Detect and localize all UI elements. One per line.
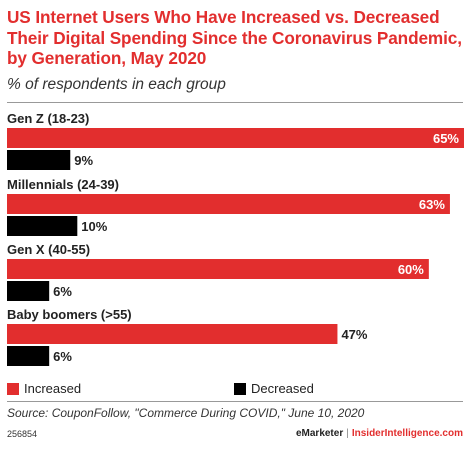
category-label-gen-z-18-23: Gen Z (18-23): [7, 111, 89, 126]
source-note: Source: CouponFollow, "Commerce During C…: [7, 406, 365, 420]
bar-decreased-gen-z-18-23: [7, 150, 71, 170]
bar-increased-millennials-24-39: [7, 194, 450, 214]
legend-swatch-decreased: [234, 383, 246, 395]
legend-swatch-increased: [7, 383, 19, 395]
legend-label-decreased: Decreased: [251, 381, 314, 396]
bar-decreased-baby-boomers-55: [7, 346, 50, 366]
chart-title: US Internet Users Who Have Increased vs.…: [7, 7, 462, 68]
data-label-increased-millennials-24-39: 63%: [419, 197, 445, 212]
data-label-increased-gen-z-18-23: 65%: [433, 131, 459, 146]
chart-subtitle: % of respondents in each group: [7, 76, 226, 93]
bar-decreased-gen-x-40-55: [7, 281, 50, 301]
category-label-gen-x-40-55: Gen X (40-55): [7, 242, 90, 257]
data-label-increased-baby-boomers-55: 47%: [341, 327, 367, 342]
data-label-decreased-millennials-24-39: 10%: [81, 219, 107, 234]
data-label-decreased-gen-z-18-23: 9%: [74, 153, 93, 168]
data-label-decreased-baby-boomers-55: 6%: [53, 349, 72, 364]
chart-id: 256854: [7, 429, 38, 439]
bar-decreased-millennials-24-39: [7, 216, 78, 236]
data-label-decreased-gen-x-40-55: 6%: [53, 284, 72, 299]
category-label-baby-boomers-55: Baby boomers (>55): [7, 307, 132, 322]
bottom-divider: [7, 401, 463, 402]
bar-increased-baby-boomers-55: [7, 324, 338, 344]
data-label-increased-gen-x-40-55: 60%: [398, 262, 424, 277]
bar-increased-gen-z-18-23: [7, 128, 464, 148]
category-label-millennials-24-39: Millennials (24-39): [7, 177, 119, 192]
top-divider: [7, 102, 463, 103]
brand-separator: |: [346, 428, 349, 439]
legend-label-increased: Increased: [24, 381, 82, 396]
bar-increased-gen-x-40-55: [7, 259, 429, 279]
brand-emarketer: eMarketer: [295, 428, 344, 439]
brand-insider-intelligence: InsiderIntelligence.com: [351, 428, 463, 439]
brand-footer: eMarketer | InsiderIntelligence.com: [296, 428, 463, 439]
bar-chart: Gen Z (18-23) 65% 9% Millennials (24-39) 63%…: [7, 111, 464, 366]
